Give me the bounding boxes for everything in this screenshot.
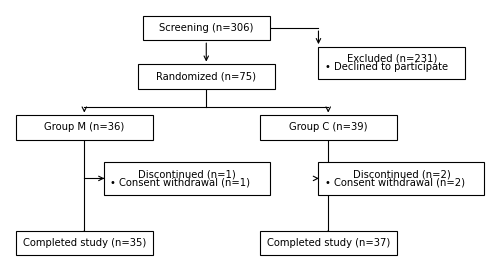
- Text: Excluded (n=231): Excluded (n=231): [346, 54, 437, 64]
- Text: Discontinued (n=2): Discontinued (n=2): [352, 169, 450, 179]
- Text: Discontinued (n=1): Discontinued (n=1): [138, 169, 235, 179]
- FancyBboxPatch shape: [104, 162, 270, 195]
- FancyBboxPatch shape: [16, 231, 152, 255]
- Text: • Declined to participate: • Declined to participate: [325, 62, 448, 72]
- Text: Group M (n=36): Group M (n=36): [44, 122, 124, 133]
- Text: Screening (n=306): Screening (n=306): [159, 23, 254, 33]
- FancyBboxPatch shape: [260, 115, 396, 140]
- FancyBboxPatch shape: [138, 64, 274, 89]
- Text: Group C (n=39): Group C (n=39): [289, 122, 368, 133]
- FancyBboxPatch shape: [318, 47, 465, 79]
- FancyBboxPatch shape: [260, 231, 396, 255]
- FancyBboxPatch shape: [143, 16, 270, 40]
- FancyBboxPatch shape: [16, 115, 152, 140]
- FancyBboxPatch shape: [318, 162, 484, 195]
- Text: Completed study (n=37): Completed study (n=37): [266, 238, 390, 248]
- Text: • Consent withdrawal (n=2): • Consent withdrawal (n=2): [325, 178, 465, 188]
- Text: • Consent withdrawal (n=1): • Consent withdrawal (n=1): [110, 178, 250, 188]
- Text: Completed study (n=35): Completed study (n=35): [22, 238, 146, 248]
- Text: Randomized (n=75): Randomized (n=75): [156, 72, 256, 82]
